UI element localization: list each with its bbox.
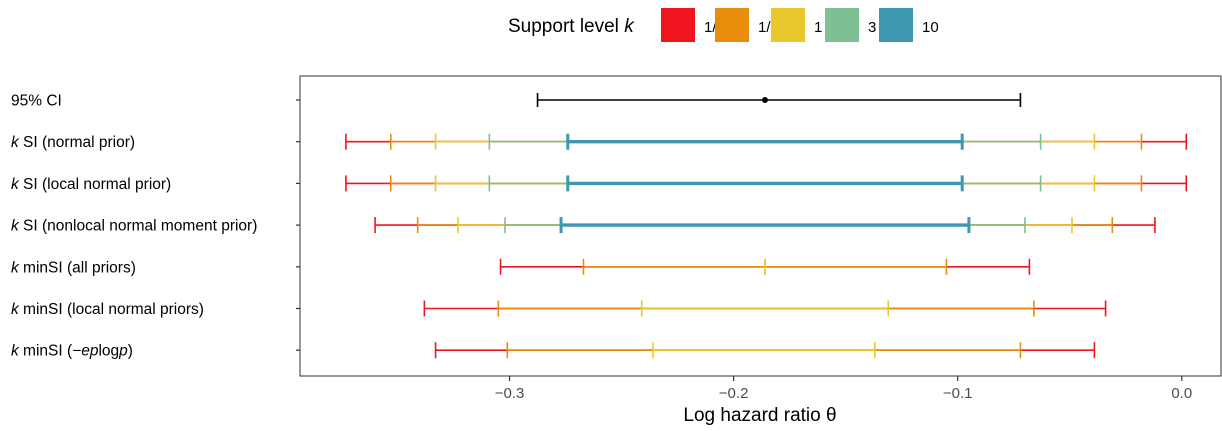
legend-label-4: 3 <box>868 19 876 36</box>
legend-title: Support level k <box>508 16 635 37</box>
x-tick-label-3: −0.1 <box>943 385 973 402</box>
row-label-5: k minSI (all priors) <box>11 259 136 276</box>
x-axis: −0.3 −0.2 −0.1 0.0 <box>495 376 1192 402</box>
interval-marks <box>345 93 1188 359</box>
x-tick-label-2: −0.2 <box>719 385 749 402</box>
row-label-2: k SI (normal prior) <box>11 134 135 151</box>
x-axis-title: Log hazard ratio θ <box>683 405 836 426</box>
legend-swatch-4 <box>825 8 859 42</box>
legend-swatch-2 <box>715 8 749 42</box>
legend-label-3: 1 <box>814 19 822 36</box>
row-label-4: k SI (nonlocal normal moment prior) <box>11 218 257 235</box>
row-labels: 95% CI k SI (normal prior) k SI (local nor… <box>11 93 300 360</box>
legend-title-k: k <box>624 16 635 37</box>
legend-label-5: 10 <box>922 19 939 36</box>
row-label-7: k minSI (−eplogp) <box>11 343 133 360</box>
row-label-6: k minSI (local normal priors) <box>11 301 204 318</box>
row-label-3: k SI (local normal prior) <box>11 176 171 193</box>
row-label-1: 95% CI <box>11 93 62 110</box>
legend-swatch-5 <box>879 8 913 42</box>
x-tick-label-4: 0.0 <box>1171 385 1192 402</box>
plot-panel <box>299 75 1222 377</box>
legend-swatch-3 <box>771 8 805 42</box>
legend-swatch-1 <box>661 8 695 42</box>
x-tick-label-1: −0.3 <box>495 385 525 402</box>
ci-point-estimate <box>761 97 768 103</box>
